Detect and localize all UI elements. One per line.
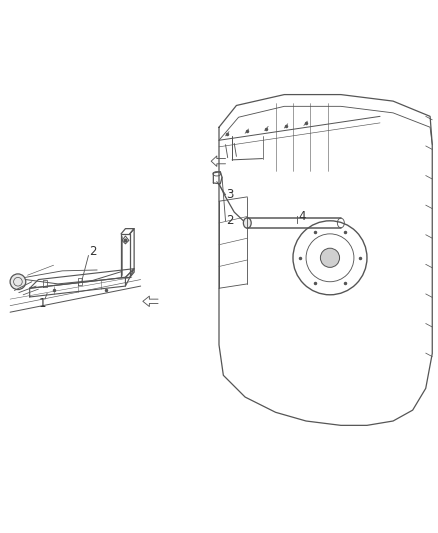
Text: 2: 2: [226, 214, 233, 227]
Text: 2: 2: [89, 245, 96, 258]
Text: 1: 1: [39, 297, 46, 310]
Circle shape: [10, 274, 26, 289]
Text: 3: 3: [226, 188, 233, 201]
Text: 4: 4: [298, 210, 305, 223]
Circle shape: [321, 248, 339, 268]
Ellipse shape: [244, 218, 251, 228]
